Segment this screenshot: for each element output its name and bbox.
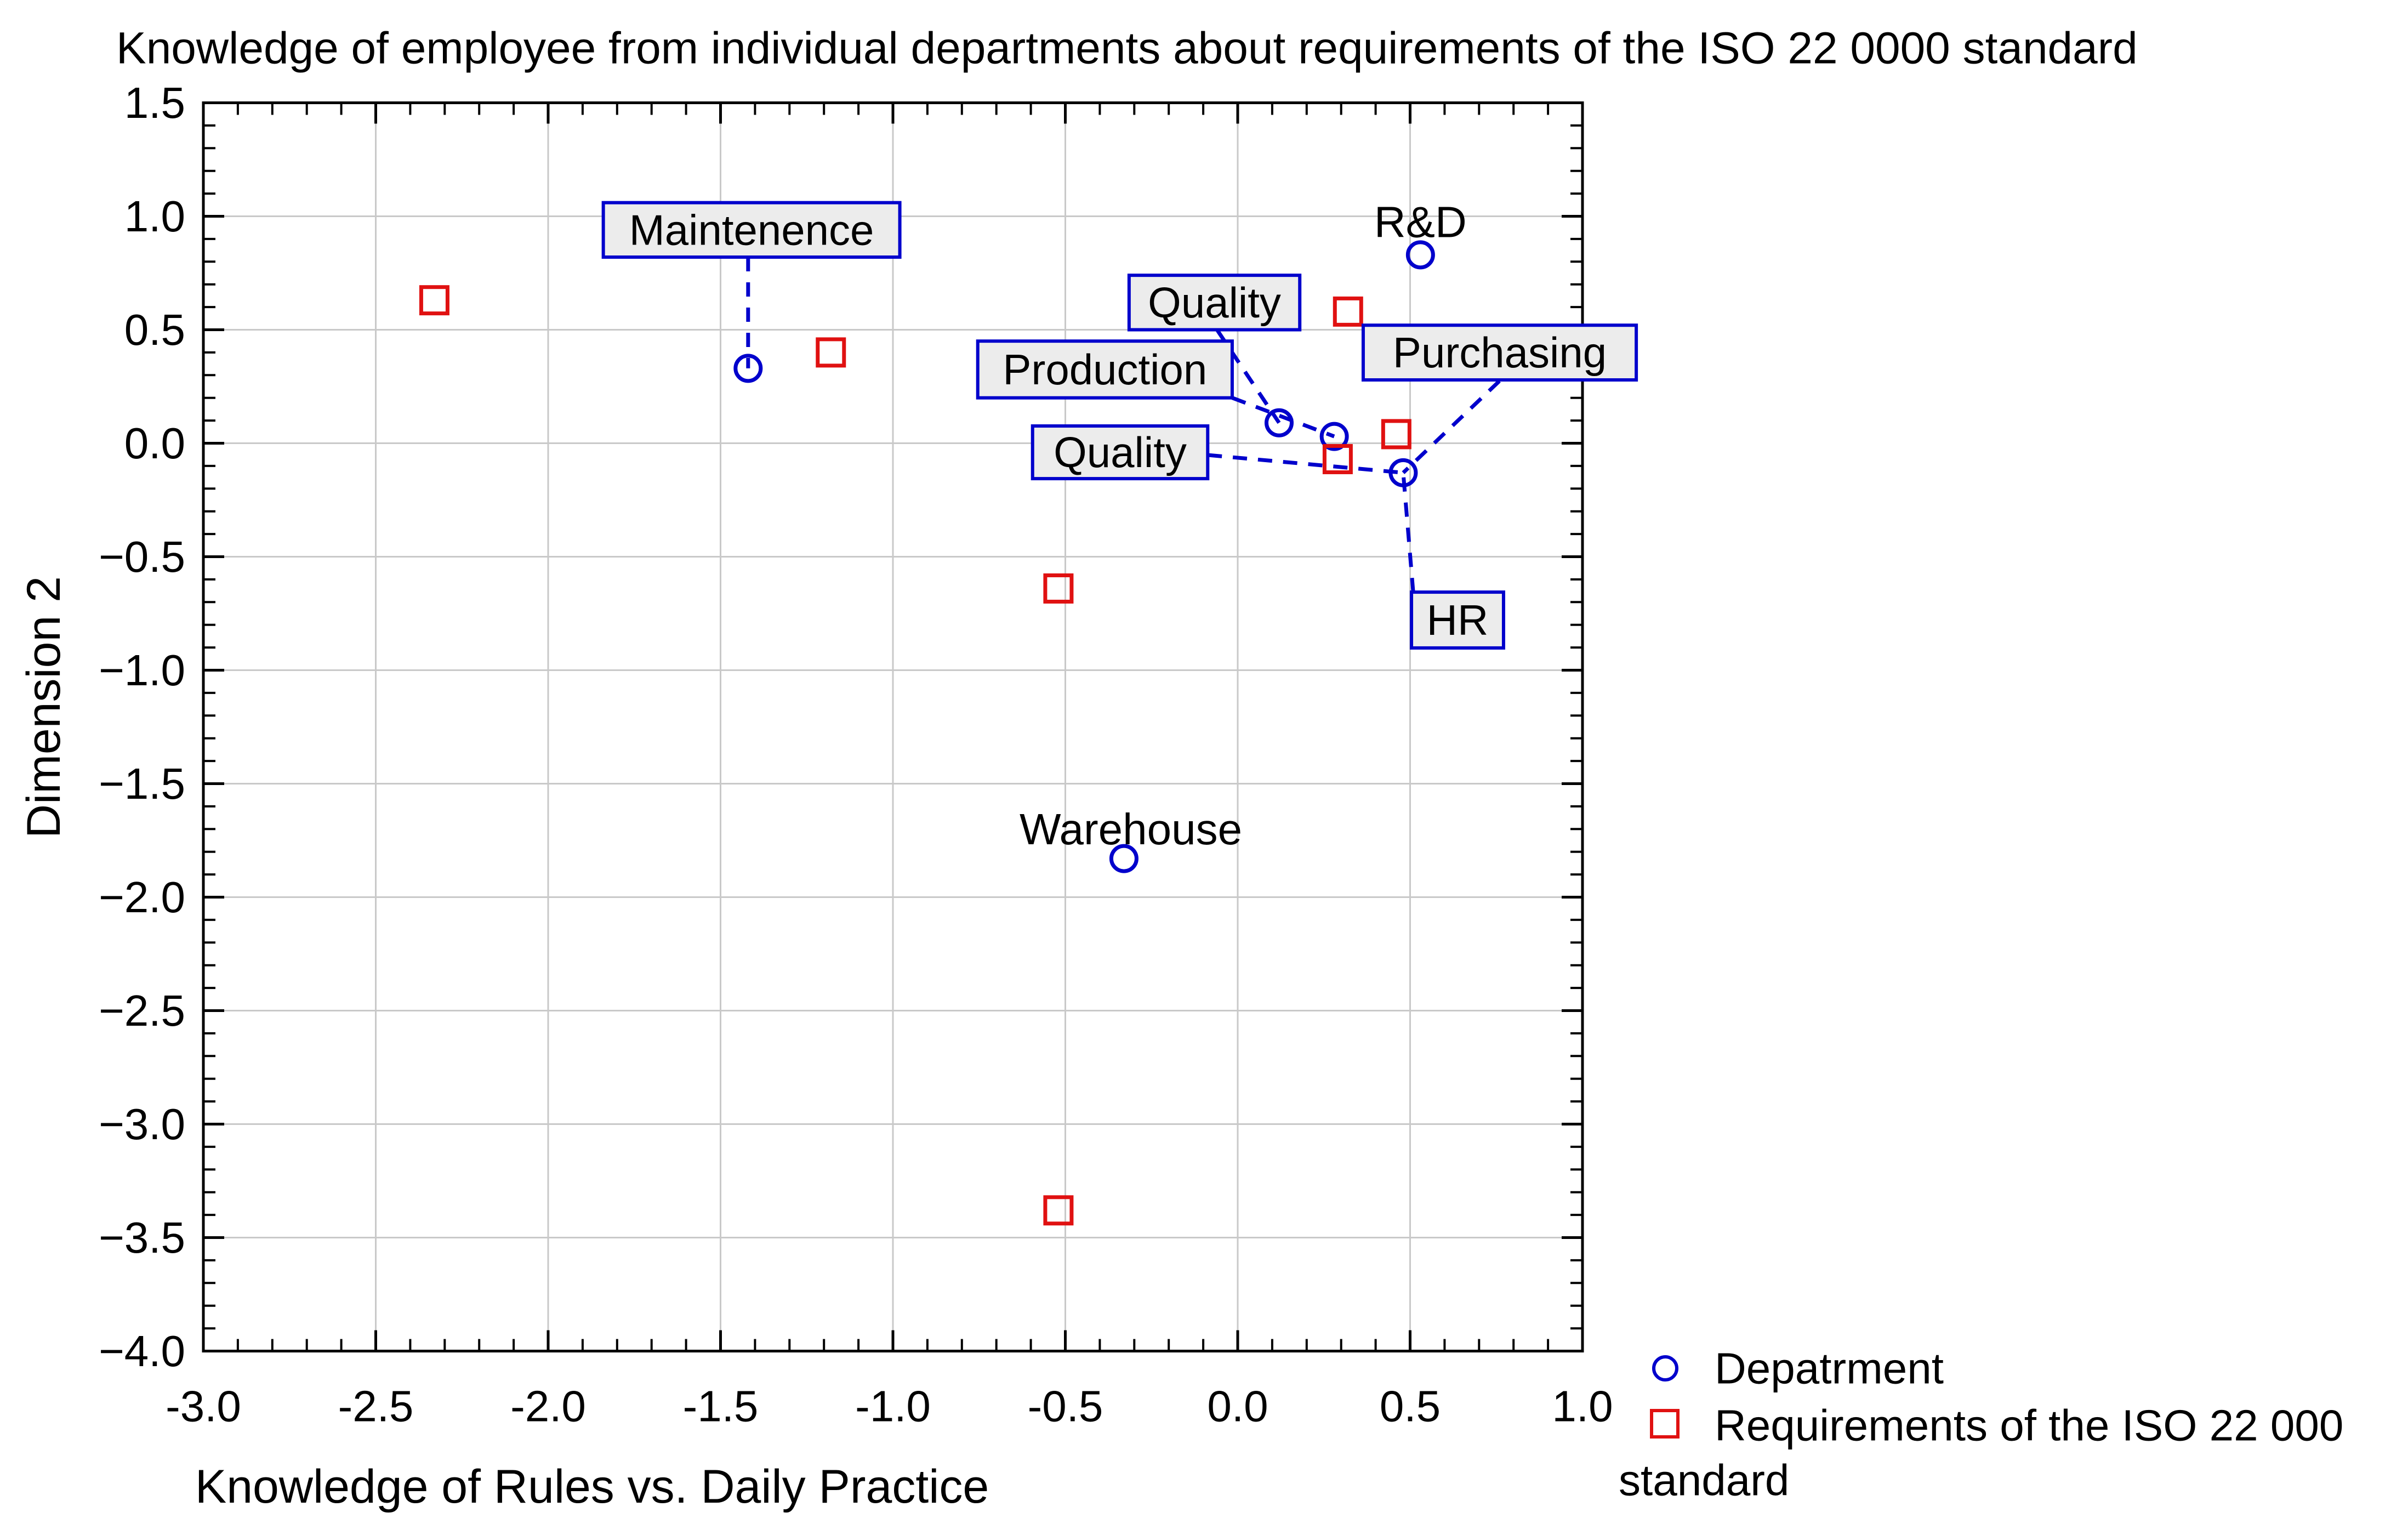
legend-department-label: Depatrment — [1715, 1344, 1944, 1393]
x-tick-label: 0.0 — [1207, 1382, 1268, 1431]
annotation-layer: Maintenence Quality Production Quality Purch… — [601, 197, 1638, 854]
tick-layer — [202, 101, 1584, 1352]
department-point — [1405, 240, 1435, 270]
y-tick-label: 1.5 — [124, 78, 185, 127]
department-point — [1264, 408, 1294, 437]
y-tick-label: 0.0 — [124, 419, 185, 468]
grid-layer — [202, 102, 1584, 1352]
y-tick-label: −1.0 — [99, 646, 185, 695]
department-point — [733, 354, 763, 383]
legend-requirement-label-wrap: standard — [1619, 1456, 1789, 1505]
point-label-box — [1031, 424, 1210, 481]
y-tick-label: −4.0 — [99, 1327, 185, 1375]
y-axis-title: Dimension 2 — [18, 576, 70, 838]
chart-title: Knowledge of employee from individual de… — [116, 24, 2138, 73]
y-tick-label: −2.5 — [99, 986, 185, 1035]
point-label-box-text: HR — [1427, 596, 1489, 644]
x-tick-label: -1.0 — [855, 1382, 931, 1431]
point-label-box-text: Maintenence — [629, 206, 874, 254]
point-label-box-text: Purchasing — [1393, 328, 1607, 377]
point-label-box-text: Production — [1003, 345, 1207, 394]
connector-line — [1231, 396, 1335, 439]
connector-line — [1401, 473, 1415, 593]
y-tick-label: −2.0 — [99, 873, 185, 922]
requirement-point — [816, 337, 846, 368]
x-tick-label: 0.5 — [1380, 1382, 1441, 1431]
y-tick-label: 1.0 — [124, 192, 185, 241]
requirement-point — [1333, 296, 1363, 327]
department-point — [1109, 844, 1138, 873]
connector-line — [1402, 379, 1501, 474]
x-tick-label: -3.0 — [166, 1382, 241, 1431]
requirement-point — [1381, 419, 1411, 450]
y-tick-label: −3.0 — [99, 1100, 185, 1149]
department-point — [1319, 422, 1349, 451]
x-tick-label: -1.5 — [683, 1382, 759, 1431]
point-label-box — [1127, 274, 1302, 332]
requirement-marker-icon — [1650, 1409, 1680, 1439]
y-tick-label: 0.5 — [124, 305, 185, 354]
y-tick-label: −1.5 — [99, 759, 185, 808]
requirement-point — [1043, 1195, 1074, 1226]
connector-line — [1207, 453, 1404, 475]
x-tick-label: 1.0 — [1552, 1382, 1613, 1431]
legend-requirement-label: Requirements of the ISO 22 000 — [1715, 1401, 2343, 1450]
requirement-point — [419, 285, 449, 316]
point-label-text: Warehouse — [1020, 805, 1242, 854]
point-label-text: R&D — [1374, 197, 1467, 246]
requirement-point — [1043, 573, 1074, 604]
requirement-point — [1322, 444, 1353, 474]
connector-line — [1215, 328, 1281, 424]
point-label-box — [1410, 590, 1505, 650]
marker-layer — [419, 240, 1435, 1226]
point-label-box-text: Quality — [1054, 428, 1187, 476]
department-point — [1388, 458, 1418, 487]
department-marker-icon — [1652, 1355, 1678, 1382]
point-label-box — [601, 201, 902, 259]
x-tick-label: -0.5 — [1028, 1382, 1103, 1431]
x-axis-title: Knowledge of Rules vs. Daily Practice — [195, 1460, 989, 1513]
point-label-box — [1361, 323, 1638, 382]
point-label-box — [976, 339, 1234, 400]
connector-layer — [746, 257, 1501, 593]
x-tick-label: -2.0 — [510, 1382, 586, 1431]
y-tick-label: −3.5 — [99, 1213, 185, 1262]
tick-label-layer: -3.0 -2.5 -2.0 -1.5 -1.0 -0.5 0.0 0.5 1.0 1.5 1.0 0… — [99, 78, 1613, 1431]
point-label-box-text: Quality — [1148, 278, 1281, 327]
x-tick-label: -2.5 — [338, 1382, 414, 1431]
y-tick-label: −0.5 — [99, 532, 185, 581]
legend: Depatrment Requirements of the ISO 22 00… — [1619, 1344, 2343, 1505]
